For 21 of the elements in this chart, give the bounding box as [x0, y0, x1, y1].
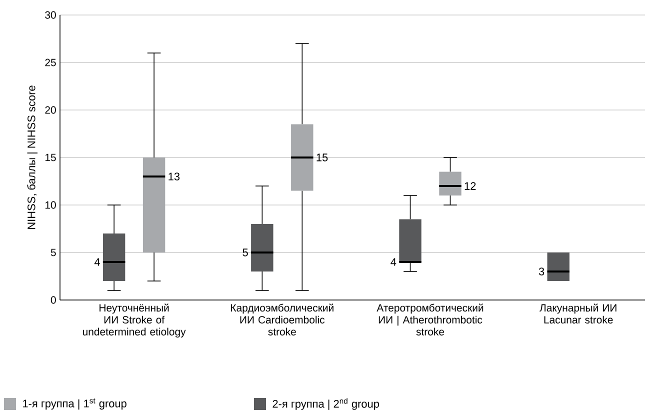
legend-label: 1-я группа | 1$^{st}$ group: [23, 398, 126, 410]
x-tick-label: Неуточнённый ИИ Stroke of undetermined etiology: [82, 304, 186, 338]
legend-label: 2-я группа | 2$^{nd}$ group: [272, 398, 379, 410]
y-tick-label: 5: [50, 248, 56, 256]
text: 3: [538, 268, 544, 276]
y-tick-label: 0: [50, 296, 56, 304]
y-tick-label: 15: [45, 154, 56, 162]
y-tick-label: 10: [45, 201, 56, 209]
text: 4: [94, 258, 100, 266]
text: 13: [168, 172, 180, 180]
y-tick-label: 30: [45, 11, 56, 19]
text: 4: [390, 258, 396, 266]
text: 12: [464, 182, 476, 190]
x-tick-label: Лакунарный ИИ Lacunar stroke: [540, 304, 616, 324]
x-tick-label: Кардиоэмболический ИИ Cardioembolic stroke: [231, 304, 334, 336]
x-tick-label: Атеротромботический ИИ | Atherothrombotic stroke: [376, 304, 484, 336]
y-tick-label: 20: [45, 106, 56, 114]
text: 15: [316, 154, 328, 162]
text: 5: [242, 248, 248, 256]
y-tick-label: 25: [45, 58, 56, 66]
y-axis-title: NIHSS, баллы | NIHSS score: [27, 86, 38, 229]
